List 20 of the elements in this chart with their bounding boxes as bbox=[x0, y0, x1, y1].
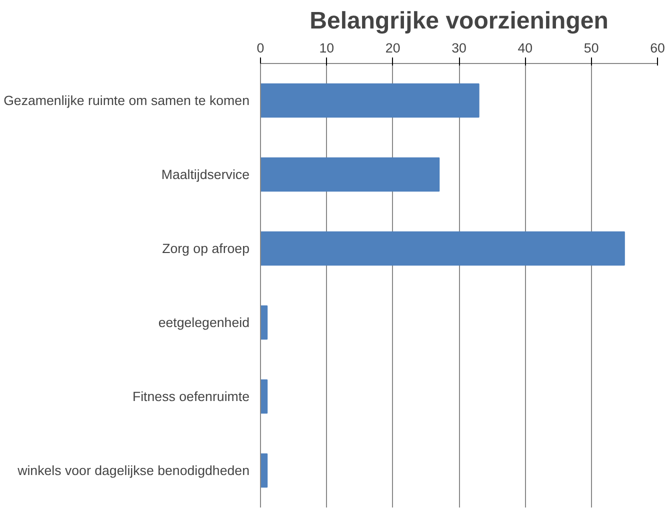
bar bbox=[260, 157, 440, 192]
bar bbox=[260, 453, 268, 488]
y-tick-label: Zorg op afroep bbox=[162, 241, 250, 256]
x-tick-label: 50 bbox=[584, 40, 599, 56]
bar bbox=[260, 83, 480, 118]
x-tick-label: 0 bbox=[256, 40, 264, 56]
x-tick-label: 40 bbox=[518, 40, 533, 56]
bar bbox=[260, 231, 625, 266]
x-tick-label: 20 bbox=[385, 40, 400, 56]
x-tick-label: 60 bbox=[650, 40, 665, 56]
y-tick-label: Fitness oefenruimte bbox=[132, 389, 250, 404]
y-tick-label: Gezamenlijke ruimte om samen te komen bbox=[4, 93, 250, 108]
chart-title: Belangrijke voorzieningen bbox=[310, 8, 608, 34]
bar bbox=[260, 379, 268, 414]
y-tick-label: Maaltijdservice bbox=[161, 167, 250, 182]
bar bbox=[260, 305, 268, 340]
y-tick-label: eetgelegenheid bbox=[158, 315, 250, 330]
x-tick-label: 10 bbox=[319, 40, 334, 56]
y-tick-label: winkels voor dagelijkse benodigdheden bbox=[16, 463, 250, 478]
x-tick-label: 30 bbox=[452, 40, 466, 56]
